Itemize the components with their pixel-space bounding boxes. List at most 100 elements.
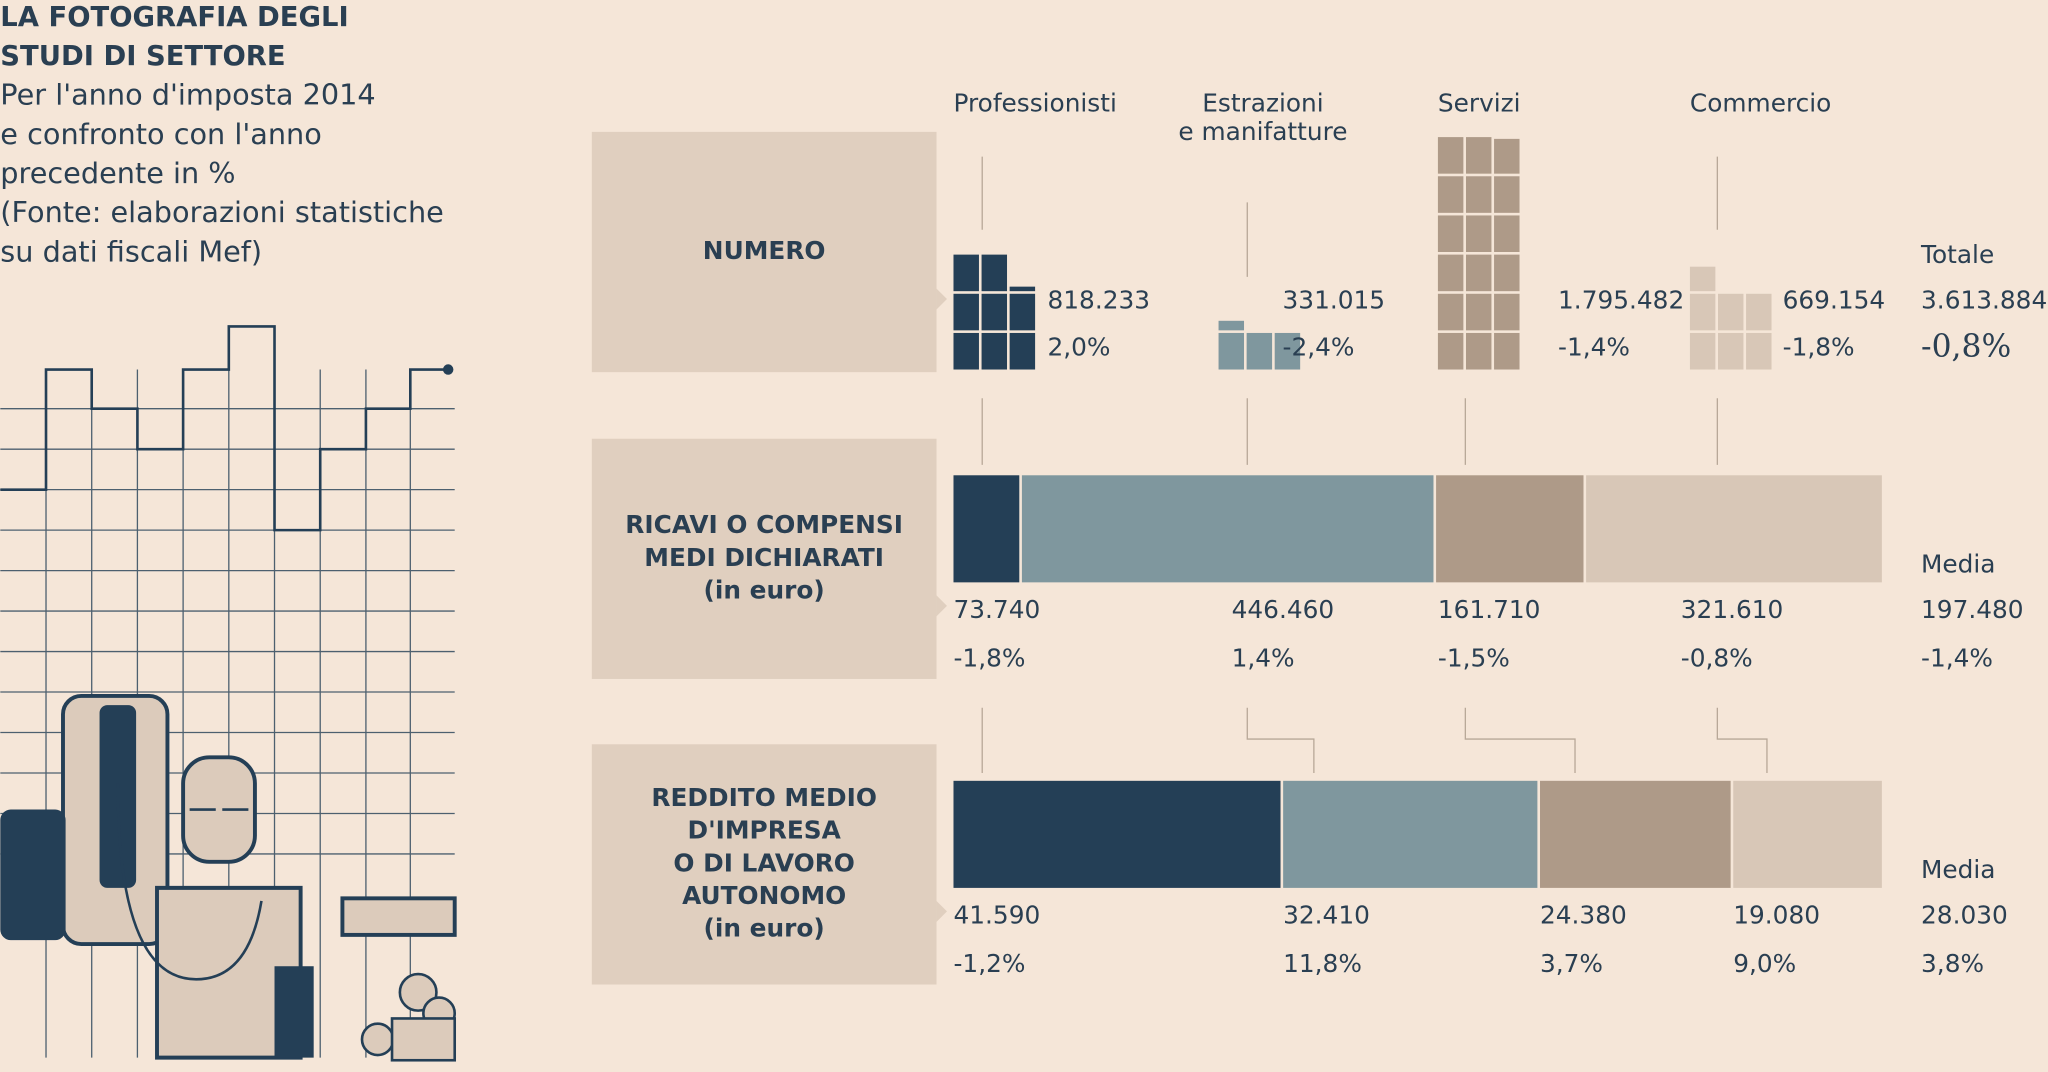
- count-cell: [953, 293, 979, 331]
- count-cell: [1494, 254, 1520, 292]
- change-label: -1,8%: [953, 643, 1025, 672]
- count-cell: [1009, 286, 1036, 292]
- sector-header: e manifatture: [1178, 117, 1347, 146]
- count-cell: [1465, 293, 1492, 331]
- value-label: 32.410: [1283, 901, 1370, 930]
- count-cell: [1494, 215, 1520, 253]
- value-label: 161.710: [1438, 595, 1541, 624]
- title: STUDI DI SETTORE: [0, 41, 285, 72]
- count-cell: [1494, 293, 1520, 331]
- row-label: (in euro): [704, 575, 825, 604]
- count-cell: [953, 332, 979, 370]
- row-pointer: [936, 595, 947, 617]
- row-label: RICAVI O COMPENSI: [625, 510, 903, 539]
- change-label: 2,0%: [1048, 333, 1111, 362]
- total-label: Totale: [1920, 240, 1994, 269]
- count-cell: [1465, 137, 1492, 174]
- count-cell: [1689, 266, 1716, 292]
- sector-header: Commercio: [1690, 88, 1831, 117]
- bar-segment: [1733, 780, 1882, 888]
- value-label: 19.080: [1733, 901, 1820, 930]
- subtitle: e confronto con l'anno: [0, 117, 322, 151]
- sector-header: Estrazioni: [1202, 88, 1323, 117]
- row-label: O DI LAVORO: [673, 848, 854, 877]
- subtitle: (Fonte: elaborazioni statistiche: [0, 195, 444, 229]
- count-cell: [981, 293, 1008, 331]
- count-cell: [1274, 332, 1301, 370]
- count-cell: [1689, 332, 1716, 370]
- count-cell: [1218, 332, 1245, 370]
- bar-segment: [1283, 780, 1538, 888]
- bar-segment: [953, 475, 1020, 583]
- count-cell: [981, 332, 1008, 370]
- total-label: Media: [1921, 549, 1995, 578]
- change-label: -2,4%: [1283, 333, 1355, 362]
- count-cell: [981, 254, 1008, 292]
- count-cell: [1465, 176, 1492, 213]
- row-label-box: [591, 744, 937, 985]
- value-label: 818.233: [1048, 286, 1151, 315]
- bar-segment: [1586, 475, 1882, 583]
- count-cell: [1746, 293, 1772, 331]
- subtitle: precedente in %: [0, 156, 235, 190]
- count-icon: [1437, 137, 1520, 370]
- value-label: 331.015: [1283, 286, 1386, 315]
- total-value: 197.480: [1921, 595, 2024, 624]
- bar-segment: [1540, 780, 1731, 888]
- value-label: 24.380: [1540, 901, 1627, 930]
- change-label: -0,8%: [1681, 643, 1753, 672]
- count-cell: [1494, 138, 1520, 174]
- total-change: 3,8%: [1921, 949, 1984, 978]
- count-cell: [1437, 176, 1464, 213]
- value-label: 446.460: [1232, 595, 1335, 624]
- count-cell: [1494, 176, 1520, 213]
- row-label: (in euro): [704, 914, 825, 943]
- change-label: -1,8%: [1783, 333, 1855, 362]
- subtitle: su dati fiscali Mef): [0, 234, 262, 268]
- change-label: -1,2%: [953, 949, 1025, 978]
- sector-header: Professionisti: [953, 88, 1116, 117]
- count-cell: [1494, 332, 1520, 370]
- count-cell: [1717, 293, 1744, 331]
- count-cell: [1689, 293, 1716, 331]
- count-cell: [1437, 293, 1464, 331]
- row-label-box: [591, 438, 937, 679]
- count-cell: [1437, 254, 1464, 292]
- count-cell: [953, 254, 979, 292]
- sector-header: Servizi: [1438, 88, 1521, 117]
- total-change: -1,4%: [1921, 643, 1993, 672]
- total-value: 3.613.884: [1921, 286, 2047, 315]
- count-cell: [1437, 137, 1464, 174]
- title: LA FOTOGRAFIA DEGLI: [0, 2, 348, 33]
- value-label: 1.795.482: [1558, 286, 1684, 315]
- row-label-box: [591, 131, 937, 373]
- bar-segment: [1021, 475, 1434, 583]
- change-label: 11,8%: [1283, 949, 1362, 978]
- total-label: Media: [1921, 855, 1995, 884]
- value-label: 41.590: [953, 901, 1040, 930]
- change-label: -1,4%: [1558, 333, 1630, 362]
- change-label: 1,4%: [1232, 643, 1295, 672]
- row-label: REDDITO MEDIO: [651, 783, 877, 812]
- bar-segment: [1436, 475, 1584, 583]
- count-cell: [1218, 320, 1245, 331]
- count-cell: [1465, 254, 1492, 292]
- change-label: 3,7%: [1540, 949, 1603, 978]
- total-change: -0,8%: [1921, 329, 2011, 365]
- row-label: NUMERO: [703, 236, 826, 265]
- count-cell: [1009, 332, 1036, 370]
- row-pointer: [936, 900, 947, 922]
- count-icon: [1218, 320, 1301, 370]
- count-cell: [1465, 332, 1492, 370]
- count-icon: [1689, 266, 1772, 370]
- change-label: -1,5%: [1438, 643, 1510, 672]
- row-label: AUTONOMO: [682, 881, 846, 910]
- subtitle: Per l'anno d'imposta 2014: [0, 78, 375, 112]
- value-label: 321.610: [1681, 595, 1784, 624]
- value-label: 669.154: [1783, 286, 1886, 315]
- count-cell: [1246, 332, 1273, 370]
- count-cell: [1009, 293, 1036, 331]
- count-cell: [1437, 215, 1464, 253]
- count-cell: [1717, 332, 1744, 370]
- count-cell: [1746, 332, 1772, 370]
